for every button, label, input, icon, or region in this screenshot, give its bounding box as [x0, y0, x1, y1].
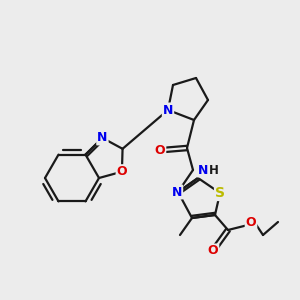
- Text: N: N: [198, 164, 208, 176]
- Text: O: O: [117, 165, 127, 178]
- Text: O: O: [246, 217, 256, 230]
- Text: N: N: [163, 103, 173, 116]
- Text: N: N: [97, 131, 108, 144]
- Text: N: N: [172, 185, 182, 199]
- Text: H: H: [209, 164, 219, 176]
- Text: O: O: [208, 244, 218, 257]
- Text: O: O: [155, 143, 165, 157]
- Text: S: S: [215, 186, 225, 200]
